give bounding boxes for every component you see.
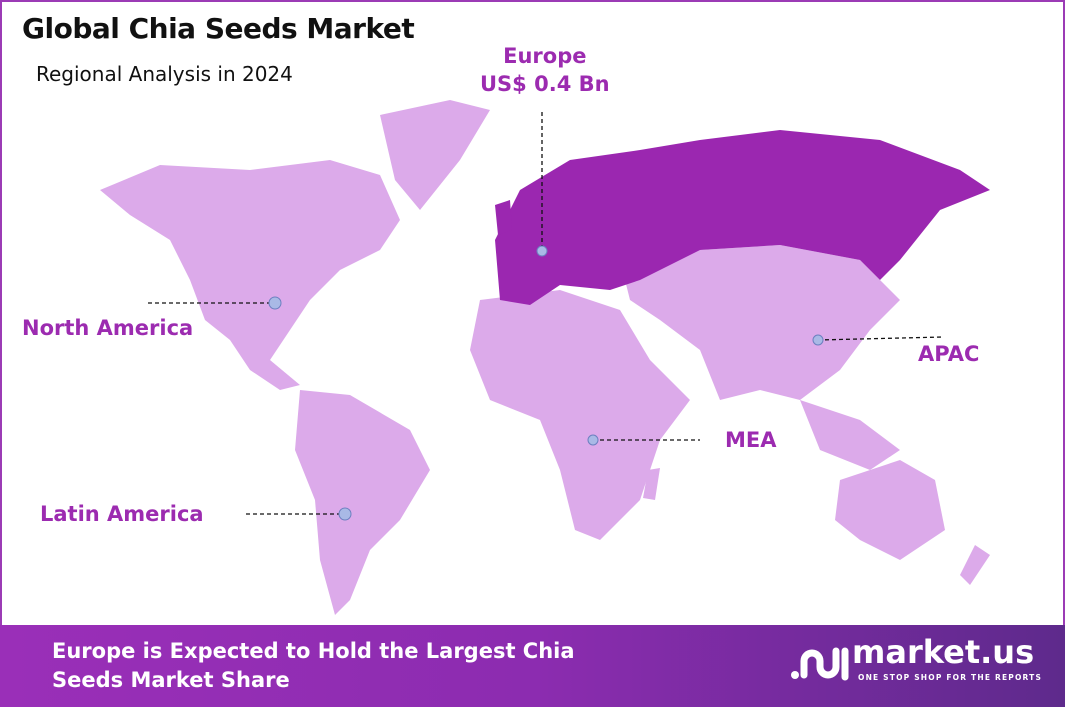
south-america	[295, 390, 430, 615]
north-america	[100, 160, 400, 390]
madagascar	[643, 468, 660, 500]
page-subtitle: Regional Analysis in 2024	[36, 62, 293, 86]
market-us-logo-icon	[791, 647, 849, 681]
apac-label: APAC	[918, 342, 980, 366]
footer-banner: Europe is Expected to Hold the Largest C…	[0, 625, 1065, 707]
europe-russia	[495, 130, 990, 305]
europe-marker	[536, 245, 548, 257]
mea-marker	[587, 434, 599, 446]
banner-line-1: Europe is Expected to Hold the Largest C…	[52, 639, 575, 663]
australia	[835, 460, 945, 560]
region-name: Europe	[503, 44, 587, 68]
logo-tagline: ONE STOP SHOP FOR THE REPORTS	[858, 673, 1043, 682]
region-value: US$ 0.4 Bn	[480, 72, 610, 96]
mea-label: MEA	[725, 428, 777, 452]
latin-america-label: Latin America	[40, 502, 204, 526]
logo-name: market.us	[852, 633, 1035, 671]
new-zealand	[960, 545, 990, 585]
world-map	[100, 100, 990, 615]
north-america-label: North America	[22, 316, 194, 340]
uk	[495, 200, 512, 235]
europe-label: Europe US$ 0.4 Bn	[480, 42, 610, 98]
banner-text: Europe is Expected to Hold the Largest C…	[52, 637, 575, 695]
banner-line-2: Seeds Market Share	[52, 668, 290, 692]
asia	[620, 245, 900, 400]
greenland	[380, 100, 490, 210]
page-title: Global Chia Seeds Market	[22, 12, 415, 45]
north-america-marker	[268, 296, 282, 310]
africa	[470, 290, 690, 540]
frame-border	[0, 0, 1065, 627]
latin-america-marker	[338, 507, 352, 521]
apac-marker	[812, 334, 824, 346]
southeast-asia	[800, 400, 900, 470]
